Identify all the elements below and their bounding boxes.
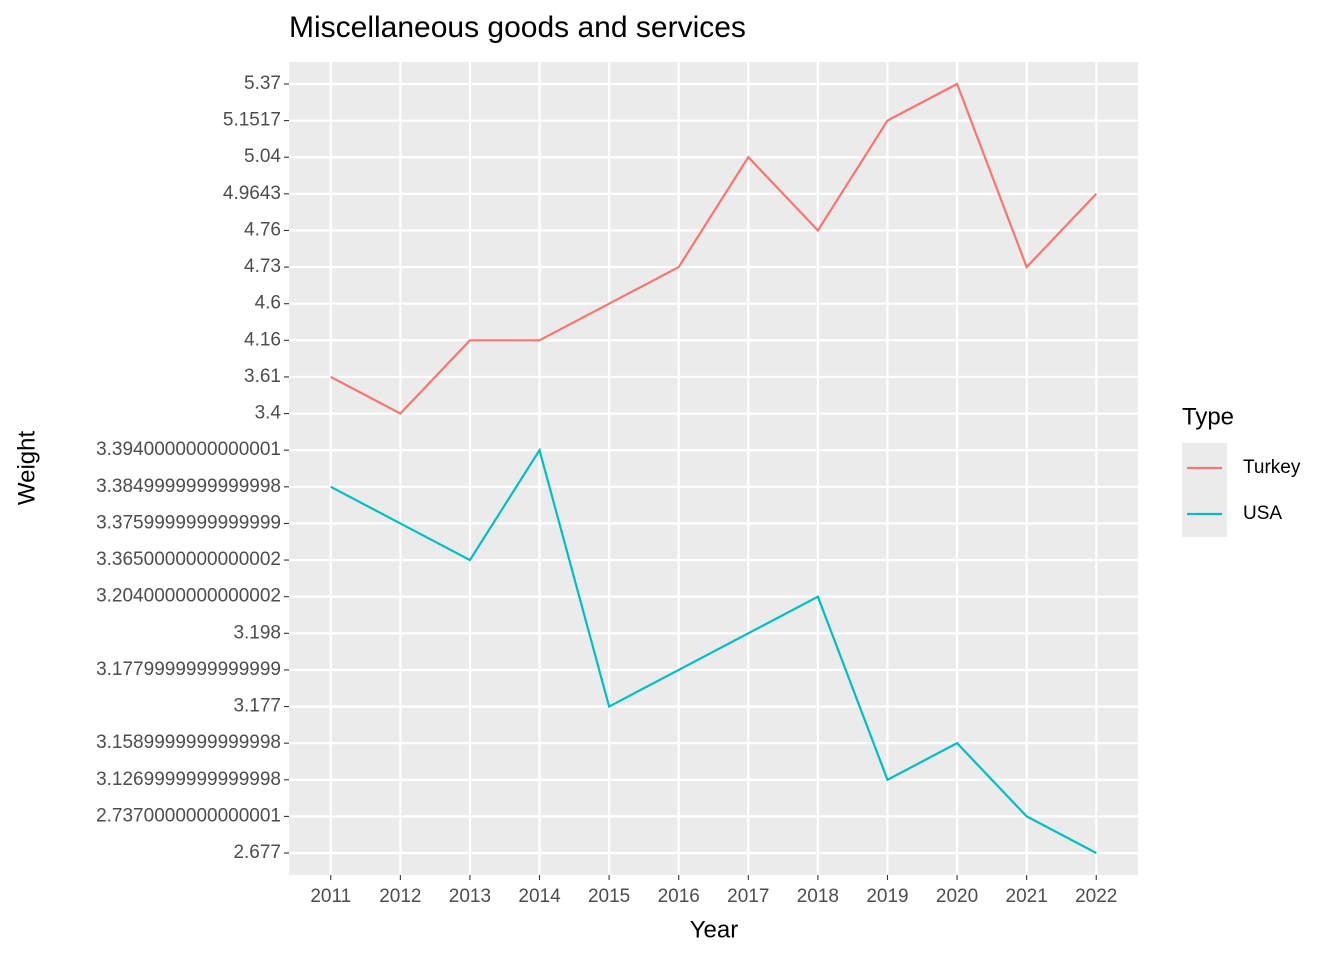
x-tick-label: 2017: [727, 886, 769, 907]
y-tick-label: 4.6: [255, 293, 281, 314]
legend-title: Type: [1182, 403, 1234, 430]
y-tick-label: 5.37: [244, 73, 281, 94]
y-axis-title: Weight: [13, 431, 40, 506]
y-tick-label: 3.1589999999999998: [96, 732, 281, 753]
y-tick-label: 5.04: [244, 146, 281, 167]
y-tick-label: 3.198: [233, 622, 281, 643]
y-tick-label: 4.9643: [223, 183, 281, 204]
legend-label: USA: [1243, 503, 1282, 524]
y-tick-label: 5.1517: [223, 110, 281, 131]
y-tick-label: 3.61: [244, 366, 281, 387]
y-tick-label: 3.3759999999999999: [96, 512, 281, 533]
x-tick-label: 2021: [1006, 886, 1048, 907]
x-tick-label: 2018: [797, 886, 839, 907]
y-tick-label: 2.677: [233, 842, 281, 863]
x-tick-label: 2013: [449, 886, 491, 907]
y-tick-label: 3.3650000000000002: [96, 549, 281, 570]
x-tick-label: 2020: [936, 886, 978, 907]
y-tick-label: 4.76: [244, 219, 281, 240]
legend-label: Turkey: [1243, 457, 1301, 478]
x-tick-label: 2019: [866, 886, 908, 907]
line: [330, 82, 1098, 415]
x-tick-label: 2012: [379, 886, 421, 907]
y-tick-label: 3.1779999999999999: [96, 659, 281, 680]
x-tick-label: 2014: [518, 886, 561, 907]
y-tick-label: 3.1269999999999998: [96, 769, 281, 790]
chart-title: Miscellaneous goods and services: [289, 11, 746, 44]
legend-keys: [1182, 443, 1227, 537]
y-tick-label: 3.177: [233, 696, 281, 717]
line: [330, 447, 1097, 855]
y-tick-label: 4.16: [244, 329, 281, 350]
x-tick-label: 2022: [1075, 886, 1117, 907]
y-tick-label: 3.2040000000000002: [96, 586, 281, 607]
x-tick-label: 2016: [658, 886, 700, 907]
x-tick-label: 2015: [588, 886, 630, 907]
x-tick-label: 2011: [310, 886, 351, 907]
x-axis-title: Year: [690, 916, 739, 943]
y-tick-label: 3.3940000000000001: [96, 439, 281, 460]
panel: [289, 62, 1138, 875]
y-tick-label: 2.7370000000000001: [96, 805, 281, 826]
y-tick-label: 3.3849999999999998: [96, 476, 281, 497]
y-tick-label: 4.73: [244, 256, 281, 277]
y-tick-label: 3.4: [255, 403, 282, 424]
